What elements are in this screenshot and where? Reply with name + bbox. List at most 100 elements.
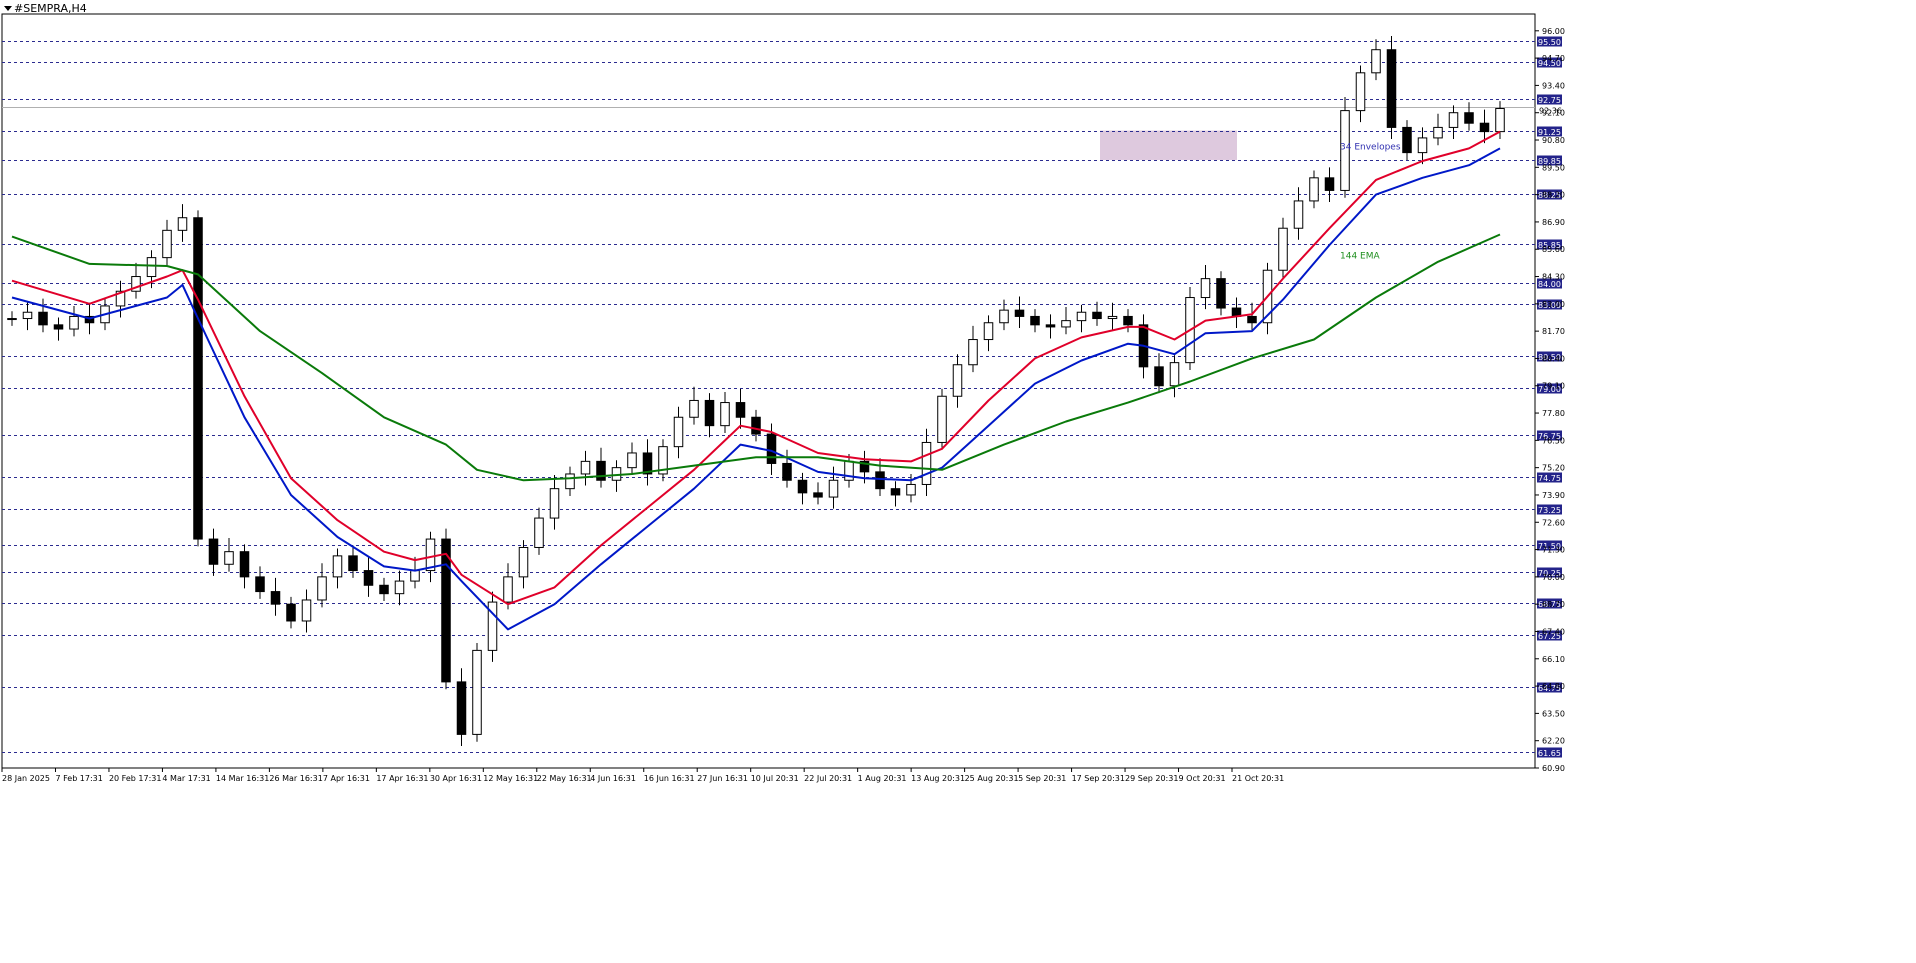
level-tag [1537, 239, 1562, 250]
candle-body [1340, 110, 1350, 191]
candle-body [301, 599, 312, 622]
x-tick-label: 20 Feb 17:31 [109, 774, 161, 783]
x-tick-label: 30 Apr 16:31 [430, 774, 482, 783]
candle-body [1030, 315, 1040, 326]
level-tag [1537, 94, 1562, 105]
candle-body [875, 471, 885, 490]
candle-body [658, 446, 668, 475]
y-tick-label: 63.50 [1542, 709, 1565, 718]
level-tag-label: 67.25 [1538, 632, 1561, 641]
y-tick-label: 80.40 [1542, 354, 1565, 363]
candle-body [1247, 315, 1257, 324]
candle-body [286, 603, 296, 622]
x-tick-label: 16 Jun 16:31 [644, 774, 695, 783]
candle-body [968, 339, 978, 366]
level-tag-label: 70.25 [1538, 569, 1561, 578]
candle-body [1417, 137, 1428, 154]
level-tag-label: 71.50 [1538, 542, 1561, 551]
x-tick-label: 25 Aug 20:31 [965, 774, 1019, 783]
candle-body [983, 322, 994, 341]
level-tag [1537, 189, 1562, 200]
candle-body [642, 452, 653, 475]
candle-body [162, 229, 172, 259]
y-tick-label: 86.90 [1542, 218, 1565, 227]
x-tick-label: 10 Jul 20:31 [751, 774, 799, 783]
candle-body [379, 584, 389, 595]
candle-body [1061, 320, 1071, 328]
candle-body [487, 601, 498, 651]
price-zone [1100, 130, 1237, 160]
candle-body [1464, 112, 1474, 124]
x-tick-label: 9 Oct 20:31 [1179, 774, 1226, 783]
x-tick-label: 4 Mar 17:31 [162, 774, 210, 783]
x-tick-label: 29 Sep 20:31 [1125, 774, 1178, 783]
level-tag [1537, 430, 1562, 441]
candle-body [255, 576, 265, 593]
level-tag-label: 64.75 [1538, 684, 1561, 693]
annotation-label: 34 Envelopes [1340, 142, 1401, 152]
candle-body [782, 462, 792, 481]
x-tick-label: 7 Apr 16:31 [323, 774, 370, 783]
x-tick-label: 1 Aug 20:31 [858, 774, 907, 783]
y-tick-label: 89.50 [1542, 163, 1565, 172]
x-tick-label: 21 Oct 20:31 [1232, 774, 1284, 783]
candle-body [580, 460, 591, 475]
x-tick-label: 7 Feb 17:31 [55, 774, 102, 783]
candle-body [193, 217, 203, 540]
candle-body [1045, 324, 1056, 328]
y-tick-label: 81.70 [1542, 327, 1565, 336]
candle-body [828, 479, 839, 498]
chevron-down-icon[interactable] [4, 6, 12, 11]
candle-body [890, 488, 901, 496]
candle-body [1433, 126, 1443, 139]
candle-body [1014, 309, 1025, 317]
candle-body [766, 433, 777, 464]
y-tick-label: 90.80 [1542, 136, 1565, 145]
candle-body [999, 309, 1009, 324]
candle-body [549, 488, 560, 519]
candle-body [1371, 49, 1381, 74]
candle-body [1309, 177, 1319, 202]
candle-body [720, 402, 730, 427]
candle-body [394, 580, 405, 595]
level-tag-label: 76.75 [1538, 432, 1561, 441]
candle-body [1479, 122, 1490, 133]
candle-body [1293, 200, 1304, 229]
level-tag [1537, 383, 1562, 394]
candle-body [689, 399, 699, 418]
level-tag-label: 84.00 [1538, 280, 1561, 289]
y-tick-label: 83.00 [1542, 300, 1565, 309]
level-tag [1537, 351, 1562, 362]
candle-body [813, 492, 823, 498]
candle-body [751, 416, 761, 435]
y-tick-label: 73.90 [1542, 491, 1565, 500]
candle-body [53, 324, 64, 330]
candle-body [1448, 112, 1459, 128]
candle-body [704, 399, 715, 427]
x-tick-label: 12 May 16:31 [483, 774, 538, 783]
candle-body [627, 452, 637, 469]
candle-body [84, 315, 95, 324]
level-tag-label: 79.00 [1538, 385, 1561, 394]
candle-body [224, 551, 234, 565]
y-tick-label: 70.00 [1542, 573, 1565, 582]
y-tick-label: 67.40 [1542, 627, 1565, 636]
y-tick-label: 62.20 [1542, 737, 1565, 746]
level-tag [1537, 504, 1562, 515]
y-tick-label: 75.20 [1542, 464, 1565, 473]
current-price-label: 92.36 [1539, 107, 1562, 116]
x-tick-label: 14 Mar 16:31 [216, 774, 269, 783]
candle-body [906, 483, 916, 496]
level-tag [1537, 540, 1562, 551]
x-tick-label: 22 May 16:31 [537, 774, 592, 783]
candle-body [1278, 227, 1288, 271]
level-tag [1537, 126, 1562, 137]
candle-body [115, 290, 126, 307]
x-tick-label: 28 Jan 2025 [2, 774, 50, 783]
envelope-lower-line [11, 147, 1501, 631]
y-tick-label: 60.90 [1542, 764, 1565, 773]
chart-title: #SEMPRA,H4 [14, 2, 87, 15]
y-tick-label: 85.60 [1542, 245, 1565, 254]
